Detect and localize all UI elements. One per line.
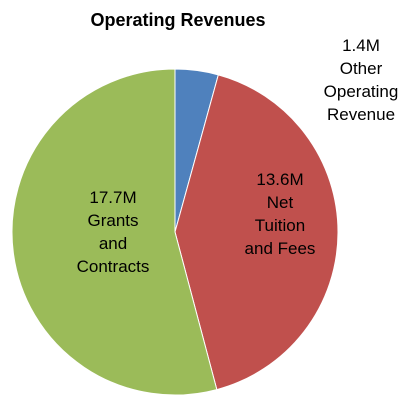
slice-label: 1.4M Other Operating Revenue [315,34,407,126]
pie-slice [11,68,218,396]
value-label: 13.6M [256,170,304,189]
slice-label: 13.6M Net Tuition and Fees [242,168,318,260]
pie-slice [174,74,339,391]
chart-title: Operating Revenues [90,10,265,30]
value-label: 1.4M [342,36,380,55]
value-label: 17.7M [89,188,137,207]
category-label: Net Tuition and Fees [244,193,316,258]
category-label: Other Operating Revenue [323,59,399,124]
slice-label: 17.7M Grants and Contracts [75,186,151,278]
category-label: Grants and Contracts [76,211,150,276]
